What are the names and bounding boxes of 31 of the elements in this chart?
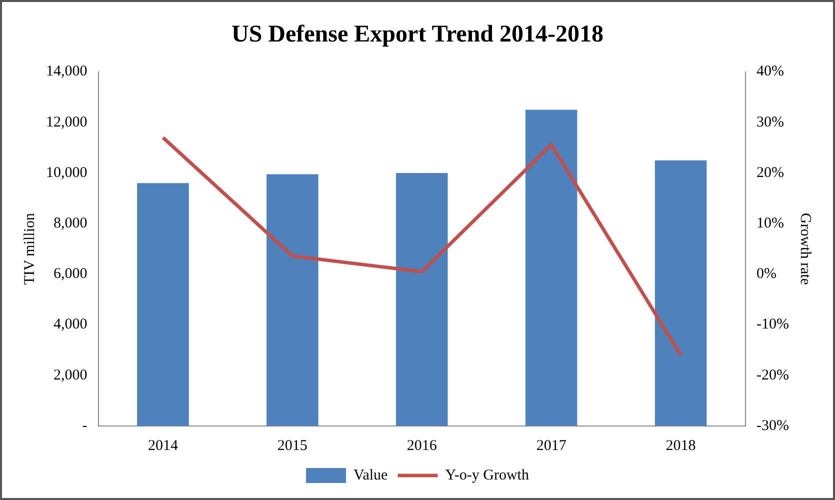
y-tick-label: 4,000 bbox=[54, 316, 88, 333]
bar bbox=[525, 110, 578, 426]
y-tick-label: - bbox=[82, 418, 88, 434]
y2-tick-label: 10% bbox=[756, 216, 784, 232]
y2-tick-label: 30% bbox=[756, 114, 784, 130]
y-tick-label: 14,000 bbox=[46, 64, 88, 80]
y2-tick-label: -30% bbox=[756, 418, 790, 434]
x-tick-label: 2014 bbox=[148, 438, 178, 454]
y2-tick-label: -10% bbox=[756, 316, 790, 333]
y2-tick-label: -20% bbox=[756, 367, 790, 384]
legend-label: Value bbox=[354, 467, 388, 484]
y-tick-label: 8,000 bbox=[54, 216, 88, 232]
y-axis-title: TIV million bbox=[22, 212, 38, 285]
bar bbox=[137, 183, 189, 426]
chart-title: US Defense Export Trend 2014-2018 bbox=[232, 22, 604, 48]
y2-axis-title: Growth rate bbox=[797, 212, 814, 286]
y-tick-label: 12,000 bbox=[46, 114, 88, 130]
y2-tick-label: 20% bbox=[756, 164, 784, 181]
y2-tick-label: 0% bbox=[756, 266, 777, 282]
legend-label: Y-o-y Growth bbox=[445, 467, 530, 484]
y-tick-label: 6,000 bbox=[54, 266, 88, 282]
y2-tick-label: 40% bbox=[756, 64, 784, 80]
x-tick-label: 2015 bbox=[277, 438, 308, 454]
bar bbox=[396, 173, 448, 426]
y-tick-label: 2,000 bbox=[54, 367, 88, 384]
x-tick-label: 2017 bbox=[536, 438, 567, 454]
bar bbox=[266, 174, 318, 426]
y-tick-label: 10,000 bbox=[46, 164, 88, 181]
bar bbox=[654, 160, 707, 426]
x-tick-label: 2018 bbox=[666, 438, 696, 454]
x-tick-label: 2016 bbox=[406, 438, 438, 454]
